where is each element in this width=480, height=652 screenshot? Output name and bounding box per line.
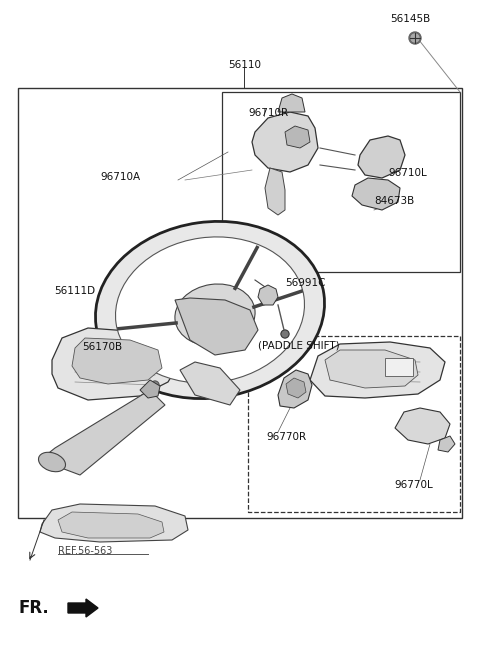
Polygon shape	[395, 408, 450, 444]
Polygon shape	[278, 94, 305, 112]
Text: 84673B: 84673B	[374, 196, 414, 206]
Ellipse shape	[38, 452, 65, 471]
Polygon shape	[58, 512, 164, 538]
Polygon shape	[438, 436, 455, 452]
Polygon shape	[140, 380, 160, 398]
Circle shape	[151, 381, 159, 389]
Text: 56110: 56110	[228, 60, 261, 70]
Ellipse shape	[175, 284, 255, 346]
Text: 96710R: 96710R	[248, 108, 288, 118]
Text: 56991C: 56991C	[285, 278, 325, 288]
FancyArrow shape	[68, 599, 98, 617]
Text: FR.: FR.	[18, 599, 49, 617]
Ellipse shape	[96, 222, 324, 398]
Polygon shape	[265, 168, 285, 215]
Polygon shape	[40, 390, 165, 475]
Polygon shape	[72, 338, 162, 384]
Circle shape	[281, 330, 289, 338]
Polygon shape	[40, 504, 188, 542]
Polygon shape	[180, 362, 240, 405]
Polygon shape	[278, 370, 312, 408]
Text: 96770L: 96770L	[394, 480, 433, 490]
Ellipse shape	[116, 237, 304, 383]
Polygon shape	[325, 350, 418, 388]
Circle shape	[409, 32, 421, 44]
Bar	[385, 358, 413, 376]
Bar	[248, 336, 460, 512]
Bar	[222, 92, 460, 272]
Circle shape	[411, 34, 419, 42]
Polygon shape	[52, 328, 180, 400]
Polygon shape	[285, 126, 310, 148]
Polygon shape	[310, 342, 445, 398]
Text: 96770R: 96770R	[266, 432, 306, 442]
Polygon shape	[252, 112, 318, 172]
Polygon shape	[175, 298, 258, 355]
Polygon shape	[258, 285, 278, 305]
Polygon shape	[358, 136, 405, 178]
Text: (PADDLE SHIFT): (PADDLE SHIFT)	[258, 340, 340, 350]
Text: 56170B: 56170B	[82, 342, 122, 352]
Text: REF.56-563: REF.56-563	[58, 546, 112, 556]
Text: 56145B: 56145B	[390, 14, 430, 24]
Bar	[18, 88, 462, 518]
Polygon shape	[286, 378, 306, 398]
Text: 56111D: 56111D	[54, 286, 95, 296]
Text: 96710L: 96710L	[388, 168, 427, 178]
Polygon shape	[352, 178, 400, 210]
Text: 96710A: 96710A	[100, 172, 140, 182]
